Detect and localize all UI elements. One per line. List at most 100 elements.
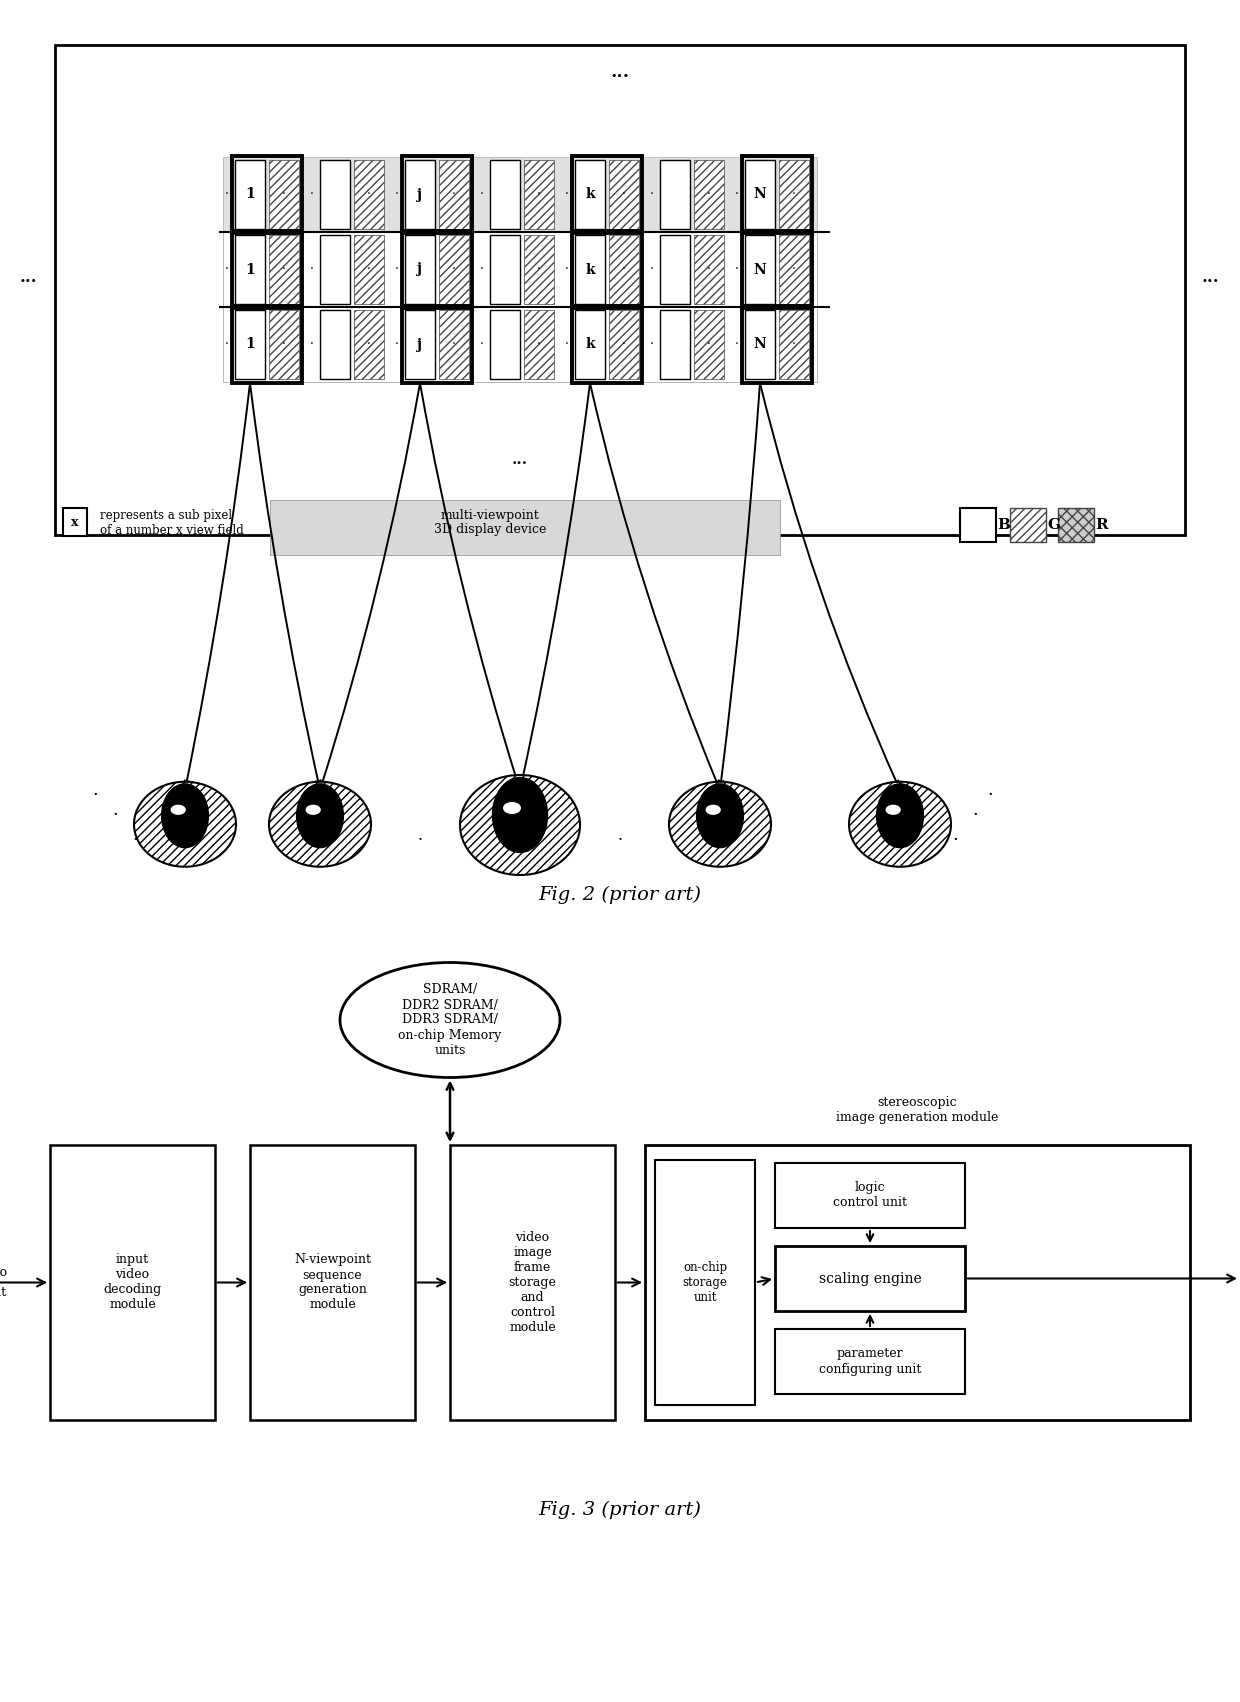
Text: ·: · <box>650 187 653 201</box>
Text: ·: · <box>367 339 371 351</box>
Text: ·: · <box>650 339 653 351</box>
Text: ·: · <box>972 807 978 824</box>
Text: multi-viewpoint: multi-viewpoint <box>440 509 539 521</box>
Text: SDRAM/
DDR2 SDRAM/
DDR3 SDRAM/
on-chip Memory
units: SDRAM/ DDR2 SDRAM/ DDR3 SDRAM/ on-chip M… <box>398 984 502 1057</box>
Bar <box>525 235 554 305</box>
Text: j: j <box>418 262 423 276</box>
Text: j: j <box>418 337 423 352</box>
Text: ·: · <box>226 264 229 276</box>
Bar <box>269 310 299 380</box>
Text: ·: · <box>707 264 711 276</box>
Bar <box>694 235 724 305</box>
Text: ·: · <box>396 264 399 276</box>
Text: 1: 1 <box>246 187 255 201</box>
Ellipse shape <box>305 805 321 815</box>
Bar <box>525 310 554 380</box>
Bar <box>742 231 812 308</box>
Text: ·: · <box>281 264 286 276</box>
Bar <box>250 1145 415 1419</box>
Bar <box>645 1145 1190 1419</box>
Bar <box>450 1145 615 1419</box>
Bar <box>223 157 817 231</box>
Text: ·: · <box>480 264 484 276</box>
Text: ·: · <box>618 832 622 849</box>
Ellipse shape <box>161 785 208 848</box>
Ellipse shape <box>503 802 521 814</box>
Text: ·: · <box>281 339 286 351</box>
Text: ·: · <box>92 786 98 803</box>
Text: ·: · <box>226 187 229 201</box>
Text: ·: · <box>707 339 711 351</box>
Text: ·: · <box>310 339 314 351</box>
Text: G: G <box>1048 517 1060 533</box>
Bar <box>1058 507 1094 541</box>
Bar <box>745 235 775 305</box>
Text: of a number x view field: of a number x view field <box>100 524 244 536</box>
Text: ·: · <box>281 187 286 201</box>
Text: k: k <box>585 337 595 352</box>
Bar <box>572 231 642 308</box>
Ellipse shape <box>877 785 924 848</box>
Bar <box>745 310 775 380</box>
Bar <box>402 157 472 233</box>
Bar <box>779 160 808 230</box>
Bar <box>609 160 639 230</box>
Text: ...: ... <box>610 63 630 82</box>
Bar <box>779 235 808 305</box>
Text: ·: · <box>453 187 456 201</box>
Bar <box>320 160 350 230</box>
Text: 1: 1 <box>246 262 255 276</box>
Text: video: video <box>0 1266 7 1278</box>
Text: ·: · <box>537 339 541 351</box>
Text: ·: · <box>537 264 541 276</box>
Text: ·: · <box>565 264 569 276</box>
Bar <box>232 231 303 308</box>
Bar <box>269 160 299 230</box>
Bar <box>232 306 303 383</box>
Bar <box>609 310 639 380</box>
Ellipse shape <box>885 805 900 815</box>
Text: ·: · <box>480 187 484 201</box>
Text: ·: · <box>418 832 423 849</box>
Text: ...: ... <box>512 453 528 466</box>
Bar <box>405 310 435 380</box>
Text: ·: · <box>367 187 371 201</box>
Text: represents a sub pixel: represents a sub pixel <box>100 509 232 521</box>
Bar <box>779 310 808 380</box>
Bar <box>694 160 724 230</box>
Bar <box>775 1329 965 1394</box>
Bar <box>405 235 435 305</box>
Ellipse shape <box>269 781 371 866</box>
Ellipse shape <box>492 778 548 853</box>
Text: ·: · <box>480 339 484 351</box>
Text: ·: · <box>622 187 626 201</box>
Text: ·: · <box>565 187 569 201</box>
Text: ·: · <box>792 187 796 201</box>
Bar <box>50 1145 215 1419</box>
Text: ·: · <box>310 187 314 201</box>
Text: N: N <box>754 187 766 201</box>
Bar <box>525 160 554 230</box>
Ellipse shape <box>134 781 236 866</box>
Bar <box>63 507 87 536</box>
Bar <box>232 157 303 233</box>
Bar <box>660 310 689 380</box>
Bar <box>694 310 724 380</box>
Text: scaling engine: scaling engine <box>818 1271 921 1285</box>
Bar <box>269 235 299 305</box>
Bar <box>775 1162 965 1229</box>
Text: k: k <box>585 187 595 201</box>
Text: ·: · <box>112 807 118 824</box>
Bar <box>402 231 472 308</box>
Text: ·: · <box>310 264 314 276</box>
Ellipse shape <box>460 774 580 875</box>
Bar <box>353 235 384 305</box>
Ellipse shape <box>296 785 343 848</box>
Text: ·: · <box>396 339 399 351</box>
Bar <box>236 310 265 380</box>
Bar <box>490 310 520 380</box>
Text: x: x <box>71 516 79 529</box>
Text: ·: · <box>453 339 456 351</box>
Bar <box>353 160 384 230</box>
Text: ·: · <box>792 264 796 276</box>
